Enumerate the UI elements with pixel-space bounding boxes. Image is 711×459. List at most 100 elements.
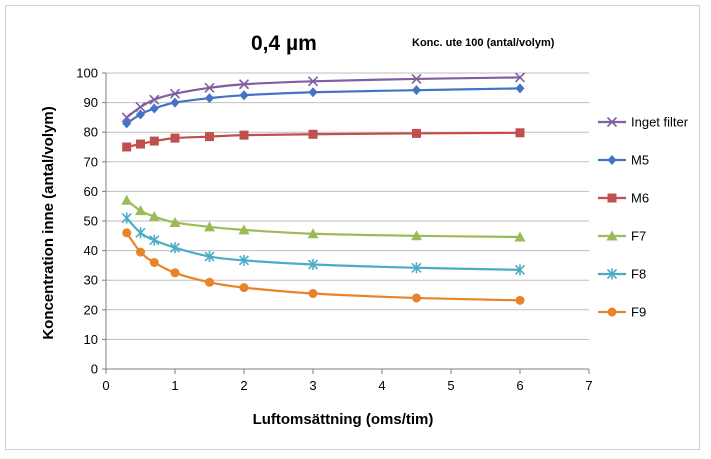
- series-f7: [121, 194, 526, 242]
- y-tick-label: 20: [84, 302, 98, 317]
- y-tick-label: 30: [84, 273, 98, 288]
- legend-label: Inget filter: [631, 115, 689, 130]
- x-tick-label: 5: [447, 378, 454, 393]
- data-point: [122, 228, 132, 238]
- legend-label: M5: [631, 153, 649, 168]
- data-point: [136, 139, 145, 149]
- series-inget-filter: [121, 72, 526, 123]
- chart: 0 10 20 30 40 50 60 70 80 90 100 0 1 2 3 4 5 6 7 Inget fil…: [40, 32, 689, 428]
- data-point: [514, 231, 526, 242]
- y-tick-label: 0: [91, 362, 98, 377]
- data-point: [239, 90, 249, 101]
- data-point: [149, 234, 160, 246]
- data-point: [411, 73, 422, 84]
- data-point: [307, 228, 319, 239]
- legend-item: F9: [598, 305, 646, 320]
- data-point: [169, 216, 181, 227]
- data-point: [514, 72, 526, 83]
- data-point: [204, 82, 215, 93]
- legend-label: M6: [631, 191, 649, 206]
- series-line: [126, 131, 521, 149]
- data-point: [122, 118, 132, 129]
- data-point: [148, 211, 160, 222]
- series-m6: [122, 128, 525, 152]
- y-tick-label: 50: [84, 214, 98, 229]
- data-point: [204, 251, 215, 263]
- data-point: [308, 87, 318, 98]
- legend-marker: [607, 307, 617, 317]
- x-axis-label: Luftomsättning (oms/tim): [253, 411, 434, 428]
- data-point: [515, 128, 525, 138]
- y-tick-label: 70: [84, 154, 98, 169]
- data-point: [308, 129, 318, 139]
- axes: 0 10 20 30 40 50 60 70 80 90 100 0 1 2 3 4 5 6 7: [76, 66, 592, 394]
- series-m5: [122, 83, 525, 129]
- series-line: [126, 76, 521, 119]
- data-point: [169, 242, 181, 254]
- data-point: [515, 295, 525, 305]
- series-line: [125, 217, 521, 271]
- data-point: [239, 130, 249, 140]
- y-tick-label: 90: [84, 95, 98, 110]
- y-tick-label: 10: [84, 332, 98, 347]
- y-axis-label: Koncentration inne (antal/volym): [40, 106, 57, 339]
- x-tick-label: 6: [516, 378, 523, 393]
- legend-marker: [606, 230, 618, 241]
- data-point: [411, 230, 422, 241]
- legend-marker: [607, 193, 617, 203]
- legend-label: F8: [631, 267, 646, 282]
- chart-frame: 0 10 20 30 40 50 60 70 80 90 100 0 1 2 3 4 5 6 7 Inget fil…: [5, 5, 700, 450]
- data-point: [205, 132, 214, 142]
- x-tick-label: 2: [240, 378, 247, 393]
- x-tick-label: 7: [585, 378, 592, 393]
- legend-item: F7: [598, 229, 646, 244]
- data-point: [136, 109, 145, 120]
- y-tick-label: 100: [76, 66, 98, 81]
- data-point: [412, 128, 421, 138]
- legend-marker: [607, 155, 617, 165]
- chart-title: 0,4 µm: [251, 32, 317, 55]
- data-point: [238, 254, 250, 266]
- data-point: [412, 85, 421, 96]
- data-point: [136, 247, 145, 257]
- data-point: [411, 262, 422, 274]
- legend-item: F8: [598, 267, 646, 282]
- data-point: [205, 277, 214, 287]
- series-layer: [121, 72, 526, 305]
- data-point: [170, 268, 180, 278]
- legend-label: F9: [631, 305, 646, 320]
- data-point: [149, 257, 159, 267]
- data-point: [170, 133, 180, 143]
- legend-marker: [606, 268, 618, 280]
- data-point: [307, 76, 319, 87]
- data-point: [170, 97, 180, 108]
- x-tick-label: 0: [102, 378, 109, 393]
- data-point: [238, 224, 250, 235]
- data-point: [149, 94, 160, 105]
- data-point: [514, 264, 526, 276]
- data-point: [169, 88, 181, 99]
- legend-item: Inget filter: [598, 115, 689, 130]
- data-point: [412, 293, 421, 303]
- legend-marker: [606, 116, 618, 128]
- data-point: [204, 221, 215, 232]
- y-tick-label: 60: [84, 184, 98, 199]
- data-point: [238, 79, 250, 90]
- series-f9: [122, 228, 525, 305]
- data-point: [135, 101, 146, 113]
- data-point: [149, 103, 159, 114]
- chart-subtitle: Konc. ute 100 (antal/volym): [412, 37, 555, 49]
- series-f8: [121, 212, 526, 276]
- data-point: [122, 142, 132, 152]
- data-point: [135, 205, 146, 216]
- legend: Inget filter M5 M6 F7 F8 F9: [598, 115, 689, 320]
- data-point: [135, 227, 146, 239]
- data-point: [239, 283, 249, 293]
- data-point: [149, 136, 159, 146]
- series-line: [126, 199, 521, 239]
- legend-item: M5: [598, 153, 649, 168]
- x-tick-label: 3: [309, 378, 316, 393]
- x-tick-label: 1: [171, 378, 178, 393]
- data-point: [121, 194, 133, 205]
- data-point: [205, 93, 214, 104]
